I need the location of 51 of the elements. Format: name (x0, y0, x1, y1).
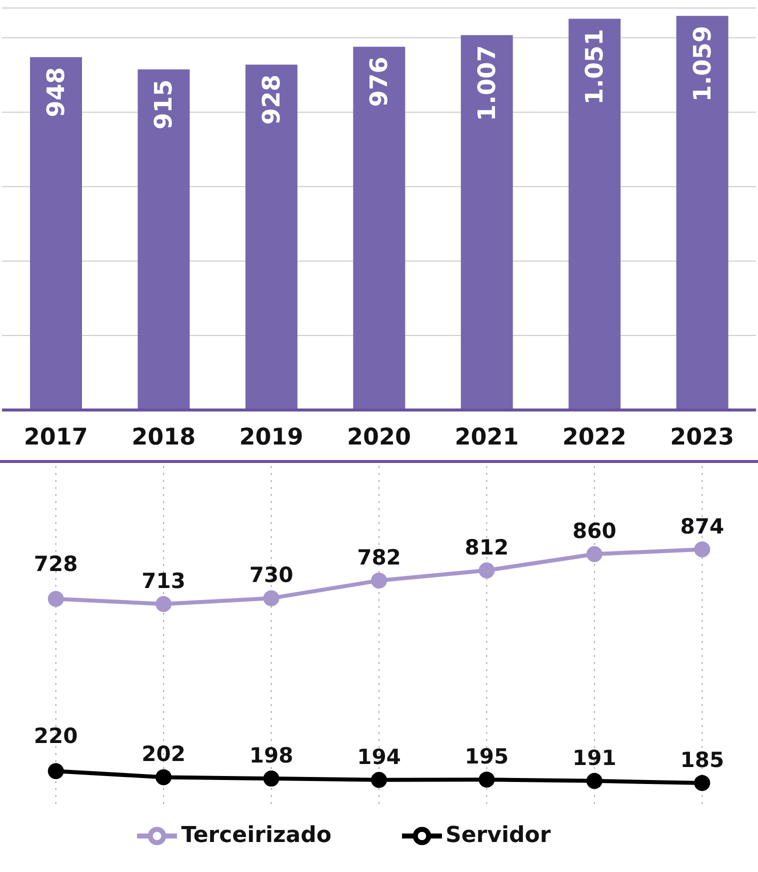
bar (30, 57, 82, 410)
data-label: 976 (365, 56, 394, 107)
legend-label: Servidor (446, 823, 551, 848)
point (586, 546, 602, 562)
bar (676, 16, 728, 410)
data-label: 928 (257, 74, 286, 125)
data-label: 1.051 (580, 28, 609, 105)
point (694, 774, 710, 791)
data-label: 874 (680, 514, 724, 538)
data-label: 713 (142, 568, 186, 593)
data-label: 728 (34, 552, 78, 576)
bar (568, 18, 621, 410)
bar (353, 46, 406, 410)
x-tick-label: 2022 (562, 424, 626, 450)
x-tick-label: 2018 (132, 424, 196, 450)
point (48, 763, 64, 780)
data-label: 812 (464, 535, 509, 560)
data-label: 860 (572, 519, 616, 544)
data-label: 1.007 (472, 45, 501, 122)
data-label: 191 (572, 746, 616, 770)
data-label: 782 (357, 546, 401, 570)
data-label: 220 (34, 724, 78, 748)
point (48, 590, 64, 607)
x-tick-label: 2020 (346, 424, 412, 450)
point (371, 572, 387, 589)
point (694, 541, 710, 558)
bar (245, 64, 298, 410)
data-label: 195 (464, 744, 509, 769)
point (263, 590, 280, 606)
x-tick-label: 2021 (454, 424, 519, 450)
data-label: 202 (142, 742, 186, 766)
point (156, 596, 172, 612)
point (478, 772, 495, 788)
point (371, 772, 387, 788)
point (478, 562, 495, 578)
x-tick-label: 2019 (239, 424, 304, 450)
data-label: 1.059 (688, 26, 716, 102)
point (263, 770, 280, 787)
data-label: 948 (42, 67, 70, 118)
x-tick-label: 2017 (24, 424, 88, 450)
data-label: 185 (680, 748, 724, 772)
point (586, 772, 602, 789)
data-label: 730 (249, 563, 294, 588)
bar (138, 69, 190, 410)
x-tick-label: 2023 (670, 424, 734, 450)
point (156, 769, 172, 786)
data-label: 194 (357, 744, 401, 769)
data-label: 915 (150, 79, 178, 130)
data-label: 198 (249, 744, 294, 768)
bar (460, 35, 513, 410)
legend-label: Terceirizado (181, 823, 332, 848)
